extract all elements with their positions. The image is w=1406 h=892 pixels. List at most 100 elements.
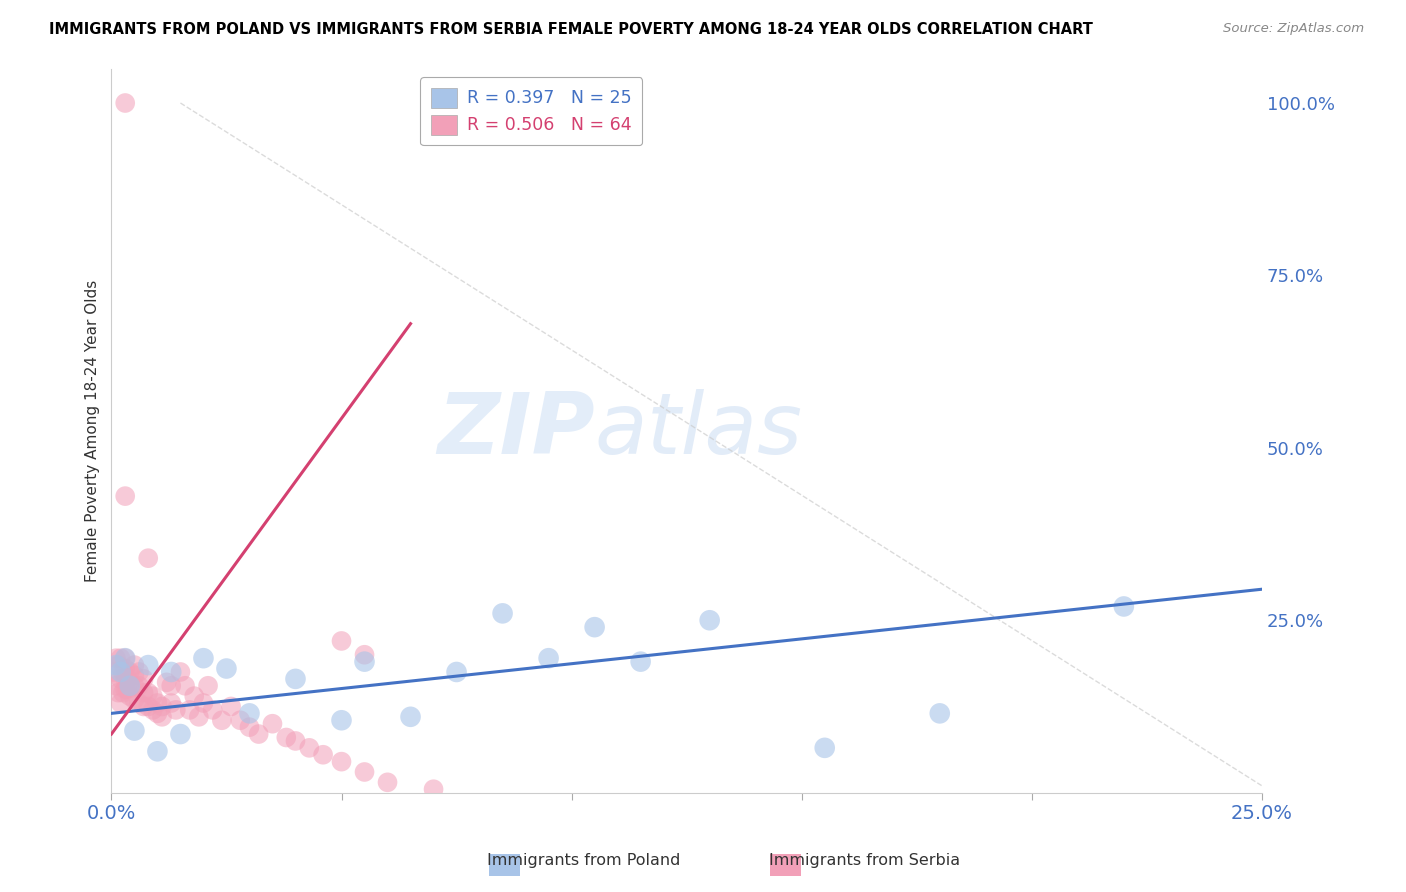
Point	[446, 665, 468, 679]
Point	[124, 723, 146, 738]
Y-axis label: Female Poverty Among 18-24 Year Olds: Female Poverty Among 18-24 Year Olds	[86, 279, 100, 582]
Point	[118, 665, 141, 679]
Point	[699, 613, 721, 627]
Text: Source: ZipAtlas.com: Source: ZipAtlas.com	[1223, 22, 1364, 36]
Point	[103, 665, 125, 679]
Point	[118, 679, 141, 693]
Point	[193, 651, 215, 665]
Point	[284, 672, 307, 686]
Point	[165, 703, 187, 717]
Point	[118, 679, 141, 693]
Point	[128, 679, 150, 693]
Point	[219, 699, 242, 714]
Point	[537, 651, 560, 665]
Point	[174, 679, 197, 693]
Point	[160, 679, 183, 693]
Point	[215, 661, 238, 675]
Text: ZIP: ZIP	[437, 389, 595, 472]
Point	[111, 665, 134, 679]
Point	[117, 682, 139, 697]
Point	[491, 607, 513, 621]
Point	[150, 710, 173, 724]
Point	[247, 727, 270, 741]
Point	[128, 665, 150, 679]
Point	[110, 665, 132, 679]
Text: Immigrants from Poland: Immigrants from Poland	[486, 854, 681, 868]
Point	[107, 686, 129, 700]
Point	[132, 672, 155, 686]
Point	[128, 696, 150, 710]
Point	[111, 686, 134, 700]
Point	[276, 731, 298, 745]
Point	[114, 95, 136, 110]
Legend: R = 0.397   N = 25, R = 0.506   N = 64: R = 0.397 N = 25, R = 0.506 N = 64	[420, 78, 643, 145]
Point	[353, 655, 375, 669]
Text: IMMIGRANTS FROM POLAND VS IMMIGRANTS FROM SERBIA FEMALE POVERTY AMONG 18-24 YEAR: IMMIGRANTS FROM POLAND VS IMMIGRANTS FRO…	[49, 22, 1092, 37]
Point	[136, 551, 159, 566]
Point	[422, 782, 444, 797]
Point	[136, 699, 159, 714]
Point	[105, 679, 128, 693]
Point	[114, 661, 136, 675]
Point	[156, 675, 179, 690]
Point	[284, 734, 307, 748]
Point	[124, 658, 146, 673]
Point	[298, 740, 321, 755]
Point	[136, 658, 159, 673]
Point	[124, 692, 146, 706]
Point	[124, 668, 146, 682]
Point	[928, 706, 950, 721]
Point	[187, 710, 209, 724]
Point	[110, 696, 132, 710]
Point	[132, 699, 155, 714]
Point	[146, 744, 169, 758]
Point	[399, 710, 422, 724]
Point	[146, 696, 169, 710]
Point	[132, 686, 155, 700]
Point	[583, 620, 606, 634]
Point	[114, 489, 136, 503]
Point	[312, 747, 335, 762]
Point	[377, 775, 399, 789]
Point	[114, 682, 136, 697]
Point	[150, 699, 173, 714]
Point	[238, 720, 260, 734]
Point	[124, 679, 146, 693]
Point	[117, 672, 139, 686]
Point	[160, 696, 183, 710]
Point	[201, 703, 224, 717]
Point	[169, 727, 191, 741]
Point	[197, 679, 219, 693]
Point	[110, 672, 132, 686]
Point	[105, 651, 128, 665]
Point	[118, 689, 141, 703]
Point	[193, 696, 215, 710]
Point	[107, 658, 129, 673]
Point	[146, 706, 169, 721]
Point	[330, 713, 353, 727]
Point	[330, 755, 353, 769]
Point	[114, 672, 136, 686]
Point	[169, 665, 191, 679]
Point	[1112, 599, 1135, 614]
Point	[110, 651, 132, 665]
Point	[160, 665, 183, 679]
Point	[211, 713, 233, 727]
Point	[330, 634, 353, 648]
Point	[136, 686, 159, 700]
Point	[183, 689, 205, 703]
Point	[142, 689, 165, 703]
Point	[179, 703, 201, 717]
Point	[262, 716, 284, 731]
Point	[353, 764, 375, 779]
Point	[229, 713, 252, 727]
Text: Immigrants from Serbia: Immigrants from Serbia	[769, 854, 960, 868]
Point	[114, 651, 136, 665]
Text: atlas: atlas	[595, 389, 803, 472]
Point	[105, 658, 128, 673]
Point	[630, 655, 652, 669]
Point	[238, 706, 260, 721]
Point	[353, 648, 375, 662]
Point	[814, 740, 837, 755]
Point	[142, 703, 165, 717]
